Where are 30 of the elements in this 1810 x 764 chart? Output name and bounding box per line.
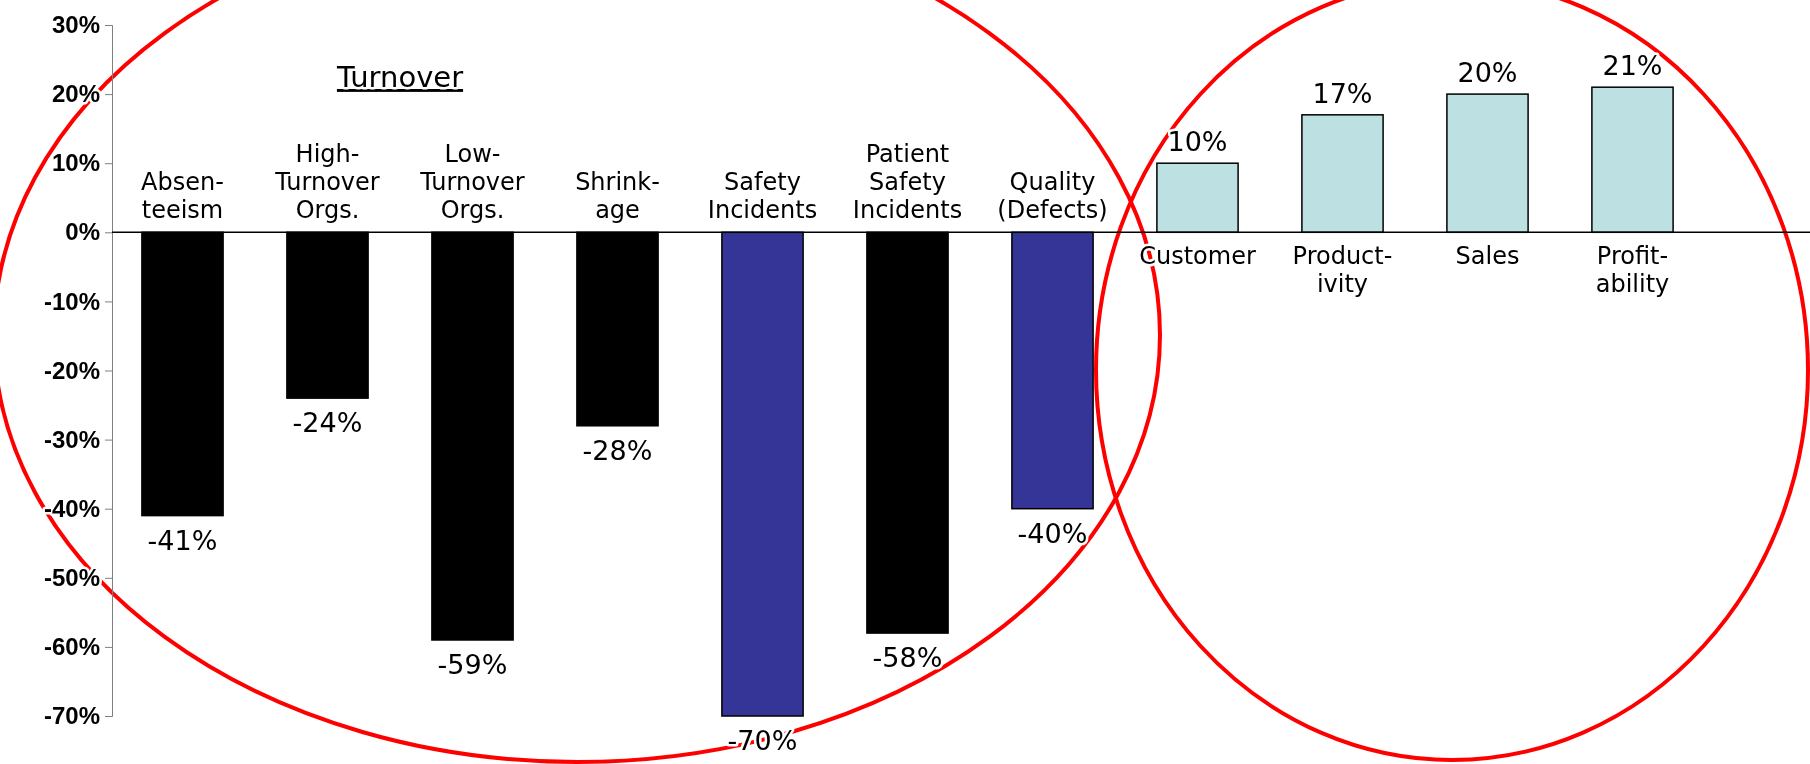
y-tick-label: -70% (43, 702, 100, 730)
x-tick-label: Sales (1455, 242, 1520, 271)
data-label: -58% (872, 642, 943, 674)
x-tick-label: Shrink- age (575, 168, 660, 225)
data-label: -59% (437, 648, 508, 680)
x-tick-label: Safety Incidents (707, 168, 818, 225)
y-tick-label: -40% (43, 494, 100, 522)
x-tick-label: Absen- teeism (141, 168, 224, 225)
y-tick-label: 0% (65, 218, 100, 246)
data-label: 10% (1167, 126, 1228, 158)
annotation: Turnover (335, 60, 464, 94)
y-tick-label: -10% (43, 287, 100, 315)
y-tick-label: 10% (51, 149, 100, 177)
data-label: 17% (1312, 77, 1373, 109)
data-label: 21% (1602, 50, 1663, 82)
y-tick-label: -30% (43, 425, 100, 453)
y-tick-label: 30% (51, 11, 100, 39)
data-label: 20% (1457, 57, 1518, 89)
x-tick-label: High- Turnover Orgs. (274, 140, 380, 225)
data-label: -28% (582, 434, 653, 466)
data-label: -41% (147, 524, 218, 556)
x-tick-label: Quality (Defects) (997, 168, 1108, 225)
x-tick-label: Profit- ability (1595, 242, 1670, 299)
y-tick-label: -60% (43, 633, 100, 661)
data-label: -24% (292, 407, 363, 439)
y-tick-label: -20% (43, 356, 100, 384)
x-tick-label: Patient Safety Incidents (852, 140, 963, 225)
x-tick-label: Product- ivity (1292, 242, 1393, 299)
x-tick-label: Low- Turnover Orgs. (419, 140, 525, 225)
data-label: -40% (1017, 517, 1088, 549)
